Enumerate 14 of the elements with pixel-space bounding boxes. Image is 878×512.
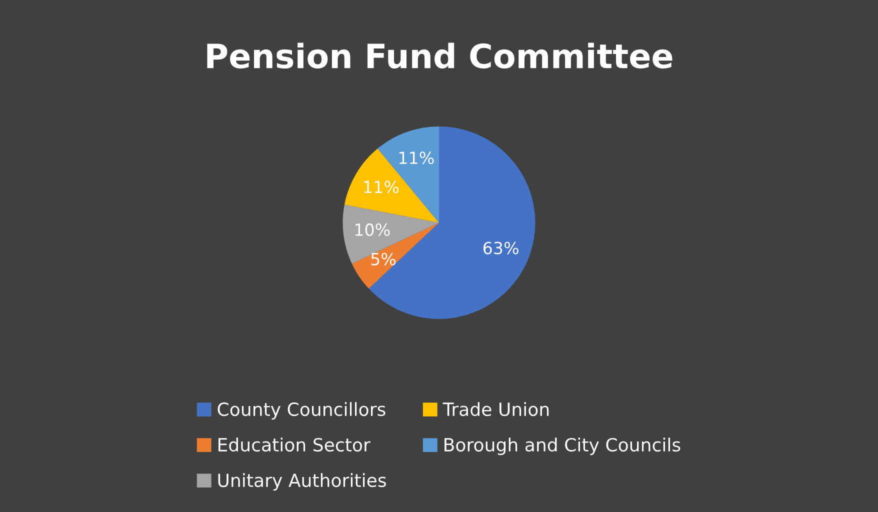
legend-label: County Councillors xyxy=(218,402,386,420)
legend-label: Trade Union xyxy=(442,402,549,416)
pie-slice xyxy=(352,222,439,289)
data-label: 5% xyxy=(371,252,396,266)
data-label: 63% xyxy=(483,242,518,254)
legend-label: Unitary Authorities xyxy=(218,473,386,491)
pie-slice xyxy=(344,148,439,223)
legend-label: Education Sector xyxy=(218,438,370,452)
data-label: 11% xyxy=(399,152,434,164)
chart-title: Pension Fund Committee xyxy=(207,42,672,69)
data-label: 11% xyxy=(364,180,399,194)
data-label: 10% xyxy=(355,223,390,236)
pie-slice xyxy=(342,204,439,264)
legend-label: Borough and City Councils xyxy=(444,438,680,456)
